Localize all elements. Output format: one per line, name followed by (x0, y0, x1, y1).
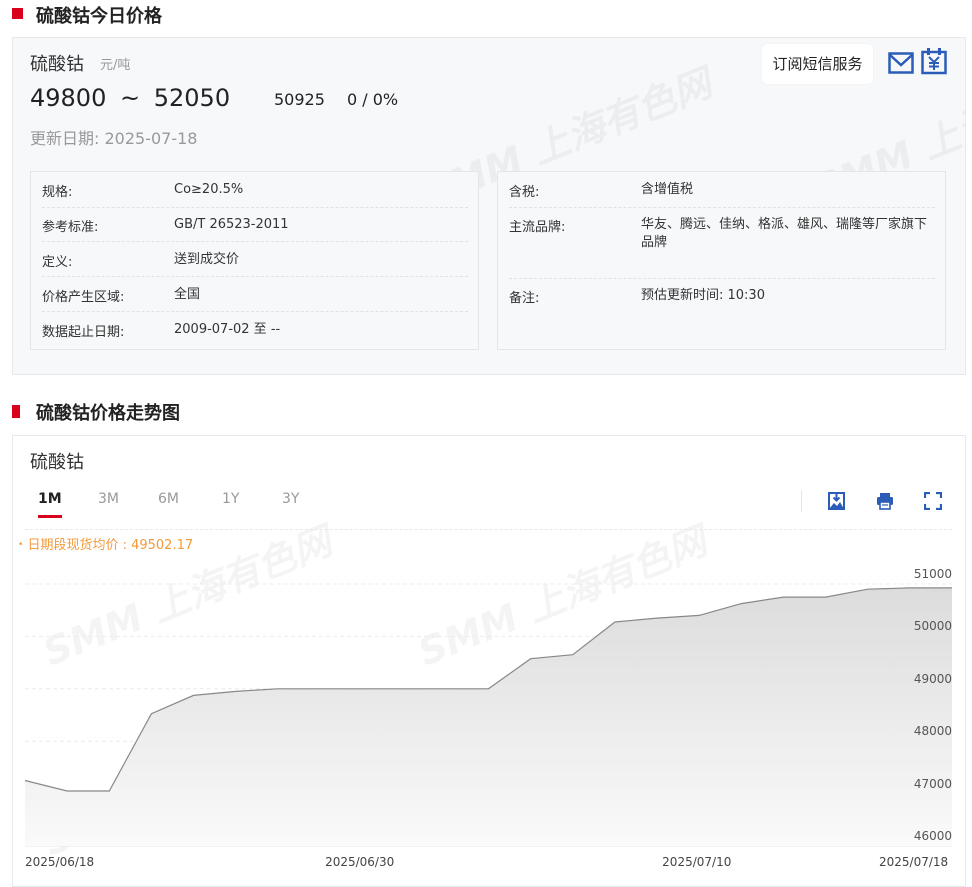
y-tick-label: 47000 (914, 777, 952, 791)
y-tick-label: 46000 (914, 829, 952, 843)
y-tick-label: 48000 (914, 724, 952, 738)
x-tick-label: 2025/07/18 (879, 855, 948, 869)
x-tick-label: 2025/06/18 (25, 855, 94, 869)
price-area (25, 588, 952, 846)
x-tick-label: 2025/06/30 (325, 855, 394, 869)
x-tick-label: 2025/07/10 (662, 855, 731, 869)
y-tick-label: 50000 (914, 619, 952, 633)
y-tick-label: 51000 (914, 567, 952, 581)
y-tick-label: 49000 (914, 672, 952, 686)
